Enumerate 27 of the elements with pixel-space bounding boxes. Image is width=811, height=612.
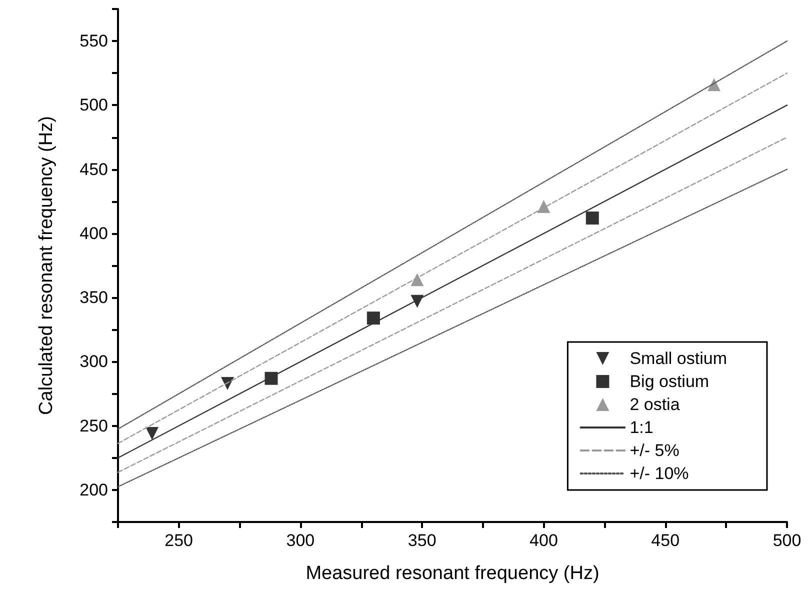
point: [708, 78, 721, 92]
point: [366, 312, 380, 325]
legend-label: +/- 10%: [630, 464, 689, 483]
x-tick-label: 500: [772, 531, 802, 550]
x-tick-label: 400: [530, 531, 558, 550]
y-tick-label: 300: [80, 352, 108, 372]
legend-label: Big ostium: [630, 372, 710, 391]
x-tick-label: 300: [286, 531, 315, 550]
y-tick-label: 250: [80, 416, 108, 436]
legend-label: 1:1: [630, 418, 654, 437]
x-tick-label: 350: [408, 531, 436, 550]
point: [410, 273, 424, 286]
point: [146, 427, 159, 440]
legend-label: 2 ostia: [630, 395, 680, 414]
legend-label: Small ostium: [630, 349, 728, 368]
x-tick-label: 250: [164, 531, 194, 550]
x-tick-label: 450: [651, 531, 680, 550]
y-tick-label: 550: [80, 32, 108, 51]
point: [586, 212, 599, 225]
y-axis-title: Calculated resonant frequency (Hz): [36, 116, 57, 415]
y-tick-label: 350: [80, 288, 108, 308]
legend-label: +/- 5%: [630, 441, 680, 460]
y-tick-label: 500: [80, 96, 108, 115]
y-tick-label: 200: [80, 480, 108, 500]
y-tick-label: 450: [80, 160, 108, 179]
y-tick-label: 400: [80, 224, 108, 243]
x-axis-title: Measured resonant frequency (Hz): [306, 563, 600, 584]
